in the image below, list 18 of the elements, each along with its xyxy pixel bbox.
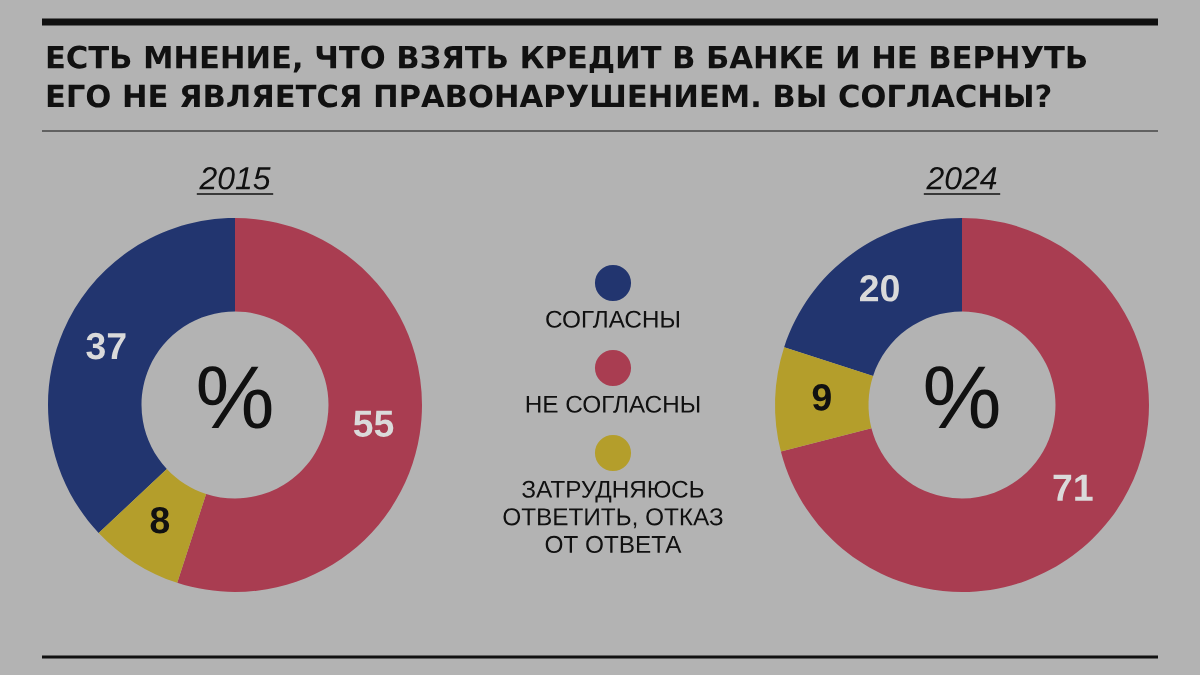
data-label: 55 [353, 410, 394, 438]
chart-subtitle: 2015 [199, 166, 271, 190]
legend-label: СОГЛАСНЫ [546, 310, 679, 328]
data-label: 8 [150, 506, 170, 534]
text: % [925, 366, 999, 429]
data-label: 9 [812, 384, 831, 411]
donut-slice [98, 469, 207, 583]
legend-label: НЕ СОГЛАСНЫ [526, 395, 700, 413]
data-label: 37 [86, 332, 126, 360]
data-label: 20 [860, 275, 899, 302]
data-label: 71 [1053, 474, 1093, 501]
donut-slice [775, 347, 874, 452]
donut-slice [177, 218, 422, 592]
text: % [198, 366, 272, 429]
legend-label: ЗАТРУДНЯЮСЬ ОТВЕТИТЬ, ОТКАЗ ОТ ОТВЕТА [503, 480, 723, 554]
chart-title: ЕСТЬ МНЕНИЕ, ЧТО ВЗЯТЬ КРЕДИТ В БАНКЕ И НЕ ВЕРНУТЬ ЕГО НЕ ЯВЛЯЕТСЯ ПРАВОНАРУШЕНИЕМ. ВЫ СОГЛАСНЫ? [47, 45, 1087, 108]
donut-slice [780, 218, 1149, 592]
chart-subtitle: 2024 [926, 166, 997, 190]
